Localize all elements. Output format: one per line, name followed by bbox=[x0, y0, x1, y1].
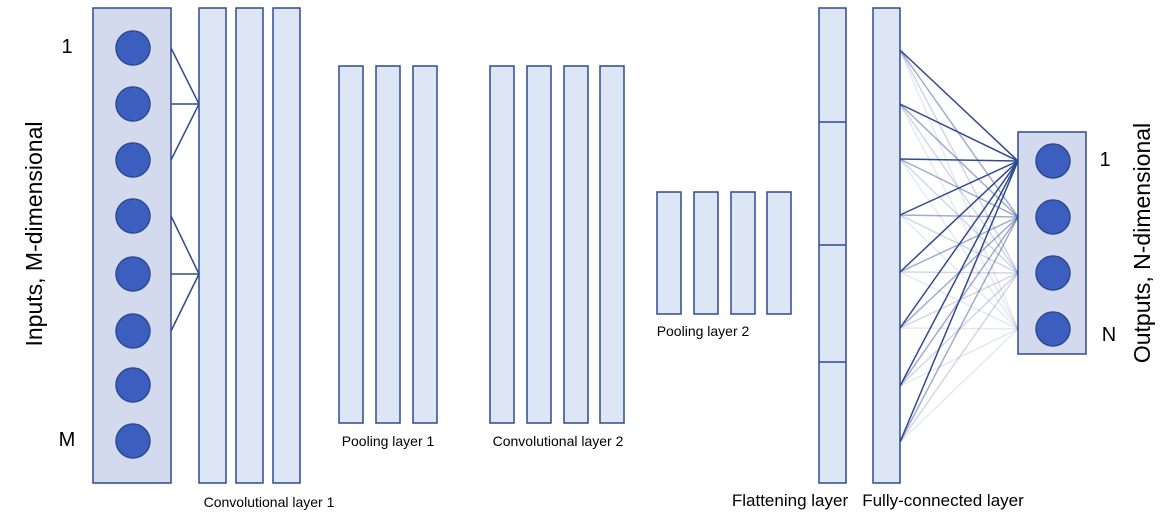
conv1-feature-map bbox=[272, 7, 301, 484]
pool1-feature-map bbox=[338, 65, 364, 424]
pooling-layer-1 bbox=[338, 65, 438, 424]
fc-connection bbox=[899, 49, 1019, 274]
fc-connection bbox=[899, 158, 1019, 162]
fc-connection bbox=[899, 160, 1019, 216]
fc-label: Fully-connected layer bbox=[862, 491, 1024, 510]
conv1-label: Convolutional layer 1 bbox=[204, 494, 335, 510]
pool2-feature-map bbox=[766, 191, 792, 315]
conv-connection bbox=[170, 47, 200, 105]
fc-connection bbox=[899, 328, 1019, 443]
fc-connection bbox=[899, 327, 1019, 330]
conv1-feature-map bbox=[235, 7, 264, 484]
fc-connection bbox=[899, 160, 1019, 443]
input-node bbox=[115, 367, 151, 403]
conv-layer-2 bbox=[489, 65, 625, 424]
flattening-layer bbox=[818, 7, 847, 484]
input-node bbox=[115, 86, 151, 122]
output-node bbox=[1035, 199, 1071, 235]
fc-output-connections bbox=[899, 49, 1019, 443]
pool2-feature-map bbox=[730, 191, 756, 315]
fc-connection bbox=[899, 160, 1019, 273]
fc-connection bbox=[899, 160, 1019, 387]
output-first-index: 1 bbox=[1099, 149, 1110, 171]
conv1-feature-map bbox=[198, 7, 227, 484]
input-node bbox=[115, 423, 151, 459]
output-last-index: N bbox=[1102, 324, 1116, 346]
inputs-axis-label: Inputs, M-dimensional bbox=[21, 122, 47, 347]
pool1-feature-map bbox=[375, 65, 401, 424]
input-node bbox=[115, 30, 151, 66]
fc-connection bbox=[899, 272, 1019, 443]
output-node bbox=[1035, 143, 1071, 179]
pool1-feature-map bbox=[412, 65, 438, 424]
fc-connection bbox=[899, 160, 1019, 329]
conv-connection bbox=[170, 273, 200, 332]
conv2-feature-map bbox=[599, 65, 625, 424]
input-conv-connections bbox=[170, 47, 200, 332]
fc-vector bbox=[872, 7, 901, 484]
input-layer bbox=[92, 7, 172, 484]
input-last-index: M bbox=[59, 429, 76, 451]
pooling-layer-2 bbox=[656, 191, 792, 315]
conv2-label: Convolutional layer 2 bbox=[493, 433, 624, 449]
fc-connection bbox=[899, 49, 1019, 330]
fc-connection bbox=[899, 49, 1019, 218]
input-node bbox=[115, 142, 151, 178]
fc-connection bbox=[899, 272, 1019, 387]
fc-connection bbox=[899, 49, 1019, 162]
flatten-label: Flattening layer bbox=[732, 491, 849, 510]
conv-layer-1 bbox=[198, 7, 301, 484]
fc-connection bbox=[899, 216, 1019, 443]
input-node bbox=[115, 198, 151, 234]
output-nodes bbox=[1035, 143, 1071, 347]
input-first-index: 1 bbox=[61, 36, 72, 58]
conv2-feature-map bbox=[526, 65, 552, 424]
conv-connection bbox=[170, 215, 200, 275]
fully-connected-layer bbox=[872, 7, 901, 484]
input-layer-box bbox=[92, 7, 172, 484]
input-node bbox=[115, 313, 151, 349]
conv2-feature-map bbox=[563, 65, 589, 424]
conv2-feature-map bbox=[489, 65, 515, 424]
output-node bbox=[1035, 311, 1071, 347]
fc-connection bbox=[899, 328, 1019, 387]
input-node bbox=[115, 256, 151, 292]
output-node bbox=[1035, 255, 1071, 291]
conv-connection bbox=[170, 103, 200, 161]
pool2-feature-map bbox=[656, 191, 682, 315]
fc-connection bbox=[899, 103, 1019, 162]
input-nodes bbox=[115, 30, 151, 459]
pool2-label: Pooling layer 2 bbox=[657, 323, 750, 339]
pool1-label: Pooling layer 1 bbox=[342, 433, 435, 449]
pool2-feature-map bbox=[693, 191, 719, 315]
outputs-axis-label: Outputs, N-dimensional bbox=[1129, 123, 1155, 363]
output-layer bbox=[1017, 131, 1087, 355]
